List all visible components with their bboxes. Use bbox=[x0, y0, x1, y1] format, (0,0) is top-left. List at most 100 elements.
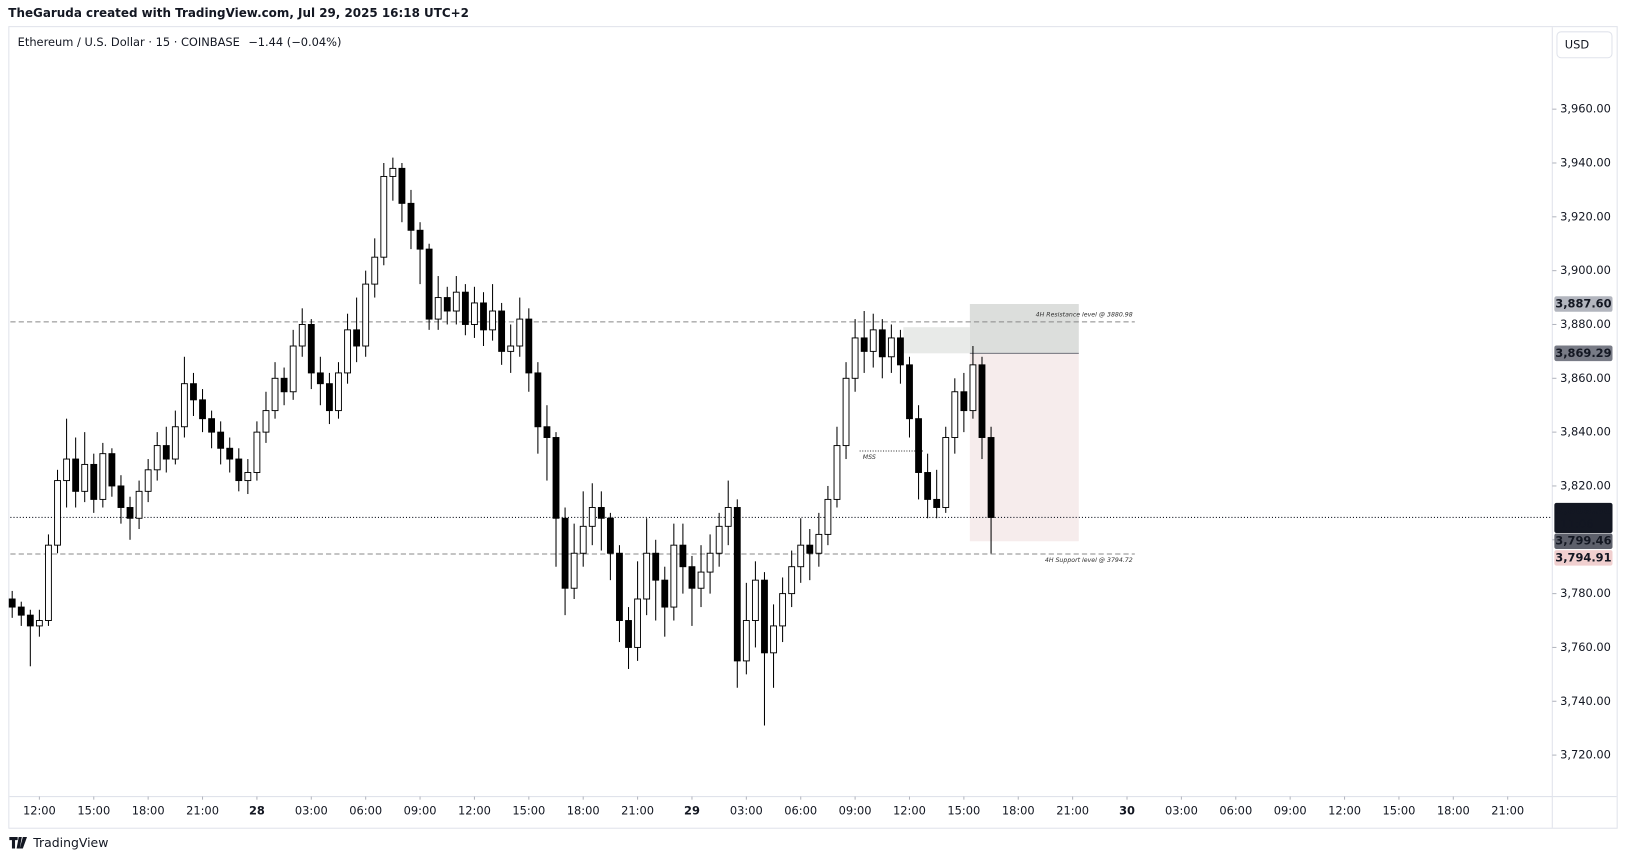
x-tick-label: 06:00 bbox=[349, 804, 382, 818]
x-tick-label: 03:00 bbox=[295, 804, 328, 818]
candle-body bbox=[461, 291, 469, 325]
candle-body bbox=[724, 507, 732, 527]
x-tick-label: 30 bbox=[1119, 804, 1135, 818]
candle-body bbox=[851, 337, 859, 379]
candle-body bbox=[480, 302, 487, 331]
candle-body bbox=[489, 310, 496, 331]
overlays: 3,720.003,740.003,760.003,780.003,800.00… bbox=[23, 102, 1613, 818]
price-label-box bbox=[1554, 345, 1613, 362]
candle-body bbox=[35, 620, 43, 627]
y-tick-label: 3,780.00 bbox=[1560, 586, 1611, 600]
x-tick-label: 09:00 bbox=[404, 804, 437, 818]
candle-body bbox=[208, 418, 216, 433]
candle-body bbox=[362, 283, 370, 347]
candle-body bbox=[180, 383, 188, 428]
candle-body bbox=[697, 571, 705, 589]
candle-body bbox=[969, 364, 977, 412]
currency-button[interactable] bbox=[1556, 31, 1613, 59]
x-tick-label: 18:00 bbox=[1002, 804, 1035, 818]
candle-body bbox=[706, 552, 714, 573]
candle-body bbox=[471, 302, 478, 325]
candle-body bbox=[199, 399, 206, 420]
candle-body bbox=[897, 337, 904, 366]
candle-body bbox=[833, 445, 841, 500]
position-target bbox=[969, 353, 1079, 542]
candle-body bbox=[17, 606, 25, 616]
price-label: 3,887.60 bbox=[1555, 297, 1611, 311]
y-tick-label: 3,820.00 bbox=[1560, 478, 1611, 492]
candle-body bbox=[842, 377, 850, 447]
x-tick-label: 12:00 bbox=[23, 804, 56, 818]
candle-body bbox=[54, 480, 61, 546]
candle-body bbox=[625, 620, 632, 648]
x-tick-label: 15:00 bbox=[512, 804, 545, 818]
price-label: 3,869.29 bbox=[1555, 346, 1611, 360]
candle-body bbox=[534, 372, 542, 428]
x-tick-label: 28 bbox=[249, 804, 265, 818]
candle-body bbox=[679, 544, 687, 568]
candle-body bbox=[153, 445, 161, 471]
countdown: 11:06 bbox=[1561, 517, 1594, 531]
candle-body bbox=[253, 431, 261, 473]
candle-body bbox=[887, 337, 895, 358]
candle-body bbox=[942, 437, 950, 508]
candle-body bbox=[779, 593, 787, 627]
y-tick-label: 3,900.00 bbox=[1560, 263, 1611, 277]
candle-body bbox=[815, 533, 823, 554]
candle-body bbox=[389, 167, 397, 177]
x-tick-label: 18:00 bbox=[132, 804, 165, 818]
y-tick-label: 3,920.00 bbox=[1560, 209, 1611, 223]
candle-body bbox=[715, 525, 723, 554]
candle-body bbox=[217, 431, 225, 449]
candle-body bbox=[570, 552, 578, 589]
candle-body bbox=[45, 544, 52, 621]
y-tick-label: 3,740.00 bbox=[1560, 694, 1611, 708]
candle-body bbox=[525, 318, 533, 374]
candle-body bbox=[244, 472, 252, 482]
candle-body bbox=[416, 229, 424, 250]
candle-body bbox=[135, 490, 143, 519]
candle-body bbox=[117, 485, 125, 508]
y-tick-label: 3,940.00 bbox=[1560, 155, 1611, 169]
candle-body bbox=[289, 345, 297, 393]
symbol-change: −1.44 (−0.04%) bbox=[248, 35, 341, 49]
x-tick-label: 12:00 bbox=[893, 804, 926, 818]
candle-body bbox=[226, 447, 234, 460]
price-label-box bbox=[1554, 502, 1613, 534]
candle-body bbox=[978, 364, 986, 438]
candle-body bbox=[126, 507, 134, 519]
candle-body bbox=[933, 498, 941, 508]
candle-body bbox=[634, 598, 641, 648]
candle-body bbox=[380, 175, 388, 258]
candle-body bbox=[335, 372, 342, 412]
candle-body bbox=[606, 517, 614, 554]
candle-body bbox=[561, 517, 569, 589]
candle-body bbox=[579, 525, 587, 554]
candle-body bbox=[915, 418, 922, 473]
candle-body bbox=[26, 614, 34, 627]
level-label: 4H Support level @ 3794.72 bbox=[1045, 556, 1133, 564]
candle-body bbox=[398, 167, 406, 204]
x-tick-label: 18:00 bbox=[1437, 804, 1470, 818]
candle-body bbox=[733, 507, 741, 662]
logo-mark bbox=[9, 837, 27, 849]
symbol-title: Ethereum / U.S. Dollar · 15 · COINBASE bbox=[18, 35, 240, 49]
x-tick-label: 12:00 bbox=[1328, 804, 1361, 818]
currency[interactable]: USD bbox=[1565, 37, 1590, 51]
candle-body bbox=[552, 437, 560, 519]
candle-body bbox=[906, 364, 913, 420]
x-tick-label: 06:00 bbox=[1219, 804, 1252, 818]
candle-body bbox=[162, 445, 170, 460]
x-tick-label: 21:00 bbox=[1491, 804, 1524, 818]
candle-body bbox=[507, 345, 515, 352]
y-tick-label: 3,760.00 bbox=[1560, 640, 1611, 654]
price-label-box bbox=[1554, 550, 1613, 566]
candle-body bbox=[171, 426, 179, 460]
candle-body bbox=[661, 579, 669, 608]
candle-body bbox=[924, 472, 932, 500]
candle-body bbox=[316, 372, 324, 385]
candle-body bbox=[144, 469, 152, 492]
frame bbox=[8, 26, 1618, 829]
candle-body bbox=[987, 437, 995, 518]
